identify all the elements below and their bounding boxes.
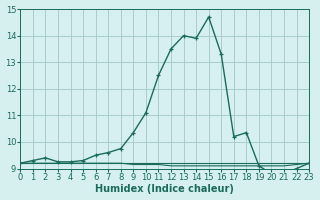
X-axis label: Humidex (Indice chaleur): Humidex (Indice chaleur) — [95, 184, 234, 194]
